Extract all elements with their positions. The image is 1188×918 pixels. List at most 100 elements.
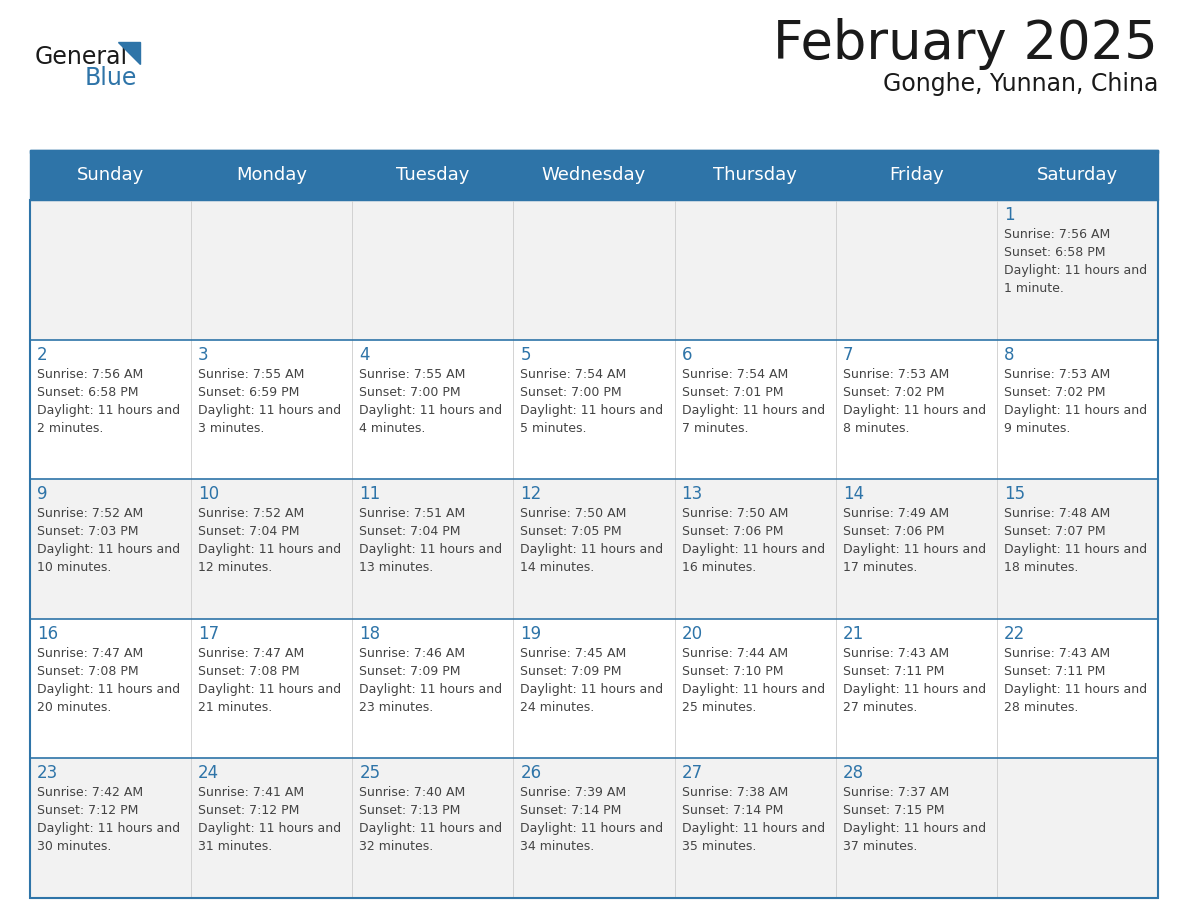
Text: Sunrise: 7:45 AM: Sunrise: 7:45 AM: [520, 647, 627, 660]
Text: Sunrise: 7:43 AM: Sunrise: 7:43 AM: [842, 647, 949, 660]
Text: Tuesday: Tuesday: [396, 166, 469, 184]
Text: Sunset: 7:02 PM: Sunset: 7:02 PM: [842, 386, 944, 398]
Text: Daylight: 11 hours and: Daylight: 11 hours and: [682, 543, 824, 556]
Text: 7 minutes.: 7 minutes.: [682, 421, 748, 434]
Text: 10 minutes.: 10 minutes.: [37, 561, 112, 574]
Text: 21: 21: [842, 625, 864, 643]
Text: Sunrise: 7:46 AM: Sunrise: 7:46 AM: [359, 647, 466, 660]
Text: Sunday: Sunday: [77, 166, 144, 184]
Text: Daylight: 11 hours and: Daylight: 11 hours and: [198, 683, 341, 696]
Text: Sunrise: 7:47 AM: Sunrise: 7:47 AM: [198, 647, 304, 660]
Text: 27 minutes.: 27 minutes.: [842, 700, 917, 714]
Text: Daylight: 11 hours and: Daylight: 11 hours and: [359, 404, 503, 417]
Text: February 2025: February 2025: [773, 18, 1158, 70]
Text: 4: 4: [359, 345, 369, 364]
Text: Blue: Blue: [86, 66, 138, 90]
Text: Daylight: 11 hours and: Daylight: 11 hours and: [842, 404, 986, 417]
Text: Daylight: 11 hours and: Daylight: 11 hours and: [842, 683, 986, 696]
Text: 9 minutes.: 9 minutes.: [1004, 421, 1070, 434]
Text: 17: 17: [198, 625, 220, 643]
Text: Sunrise: 7:53 AM: Sunrise: 7:53 AM: [1004, 367, 1110, 381]
Text: Daylight: 11 hours and: Daylight: 11 hours and: [37, 543, 181, 556]
Text: Daylight: 11 hours and: Daylight: 11 hours and: [1004, 683, 1146, 696]
Text: 26: 26: [520, 765, 542, 782]
Text: 9: 9: [37, 486, 48, 503]
Text: 13: 13: [682, 486, 703, 503]
Text: 11: 11: [359, 486, 380, 503]
Text: 28 minutes.: 28 minutes.: [1004, 700, 1079, 714]
Text: 5: 5: [520, 345, 531, 364]
Text: 12 minutes.: 12 minutes.: [198, 561, 272, 574]
Text: Sunrise: 7:55 AM: Sunrise: 7:55 AM: [359, 367, 466, 381]
Text: 12: 12: [520, 486, 542, 503]
Text: 37 minutes.: 37 minutes.: [842, 840, 917, 854]
Bar: [30, 758, 1158, 898]
Text: Daylight: 11 hours and: Daylight: 11 hours and: [682, 823, 824, 835]
Text: 22: 22: [1004, 625, 1025, 643]
Text: Sunset: 7:03 PM: Sunset: 7:03 PM: [37, 525, 139, 538]
Text: 25: 25: [359, 765, 380, 782]
Text: 14 minutes.: 14 minutes.: [520, 561, 595, 574]
Text: 35 minutes.: 35 minutes.: [682, 840, 756, 854]
Text: Gonghe, Yunnan, China: Gonghe, Yunnan, China: [883, 72, 1158, 96]
Text: 3 minutes.: 3 minutes.: [198, 421, 265, 434]
Text: Sunset: 7:15 PM: Sunset: 7:15 PM: [842, 804, 944, 817]
Text: 23 minutes.: 23 minutes.: [359, 700, 434, 714]
Text: 18 minutes.: 18 minutes.: [1004, 561, 1079, 574]
Text: Daylight: 11 hours and: Daylight: 11 hours and: [198, 404, 341, 417]
Text: Sunrise: 7:56 AM: Sunrise: 7:56 AM: [1004, 228, 1110, 241]
Text: 24: 24: [198, 765, 220, 782]
Text: Sunset: 6:58 PM: Sunset: 6:58 PM: [37, 386, 139, 398]
Text: General: General: [34, 45, 128, 69]
Text: 17 minutes.: 17 minutes.: [842, 561, 917, 574]
Text: 10: 10: [198, 486, 220, 503]
Text: 2 minutes.: 2 minutes.: [37, 421, 103, 434]
Text: 31 minutes.: 31 minutes.: [198, 840, 272, 854]
Text: Sunset: 7:11 PM: Sunset: 7:11 PM: [1004, 665, 1105, 677]
Text: Sunset: 6:58 PM: Sunset: 6:58 PM: [1004, 246, 1105, 259]
Text: 8 minutes.: 8 minutes.: [842, 421, 909, 434]
Text: Daylight: 11 hours and: Daylight: 11 hours and: [198, 823, 341, 835]
Text: Daylight: 11 hours and: Daylight: 11 hours and: [520, 543, 664, 556]
Text: 14: 14: [842, 486, 864, 503]
Text: Sunset: 7:14 PM: Sunset: 7:14 PM: [520, 804, 621, 817]
Text: 4 minutes.: 4 minutes.: [359, 421, 425, 434]
Text: Sunset: 7:12 PM: Sunset: 7:12 PM: [37, 804, 138, 817]
Text: Sunrise: 7:55 AM: Sunrise: 7:55 AM: [198, 367, 304, 381]
Text: Thursday: Thursday: [713, 166, 797, 184]
Text: Sunset: 7:04 PM: Sunset: 7:04 PM: [198, 525, 299, 538]
Text: Sunset: 7:11 PM: Sunset: 7:11 PM: [842, 665, 944, 677]
Text: Sunrise: 7:42 AM: Sunrise: 7:42 AM: [37, 787, 143, 800]
Text: Daylight: 11 hours and: Daylight: 11 hours and: [37, 823, 181, 835]
Text: Sunrise: 7:52 AM: Sunrise: 7:52 AM: [198, 508, 304, 521]
Bar: [30, 340, 1158, 479]
Text: Sunrise: 7:43 AM: Sunrise: 7:43 AM: [1004, 647, 1110, 660]
Text: 13 minutes.: 13 minutes.: [359, 561, 434, 574]
Text: Sunrise: 7:52 AM: Sunrise: 7:52 AM: [37, 508, 144, 521]
Text: Sunset: 6:59 PM: Sunset: 6:59 PM: [198, 386, 299, 398]
Text: 8: 8: [1004, 345, 1015, 364]
Text: Sunset: 7:04 PM: Sunset: 7:04 PM: [359, 525, 461, 538]
Bar: [30, 619, 1158, 758]
Text: Sunset: 7:05 PM: Sunset: 7:05 PM: [520, 525, 623, 538]
Text: Daylight: 11 hours and: Daylight: 11 hours and: [1004, 543, 1146, 556]
Text: 6: 6: [682, 345, 693, 364]
Text: 27: 27: [682, 765, 702, 782]
Text: Sunrise: 7:50 AM: Sunrise: 7:50 AM: [682, 508, 788, 521]
Text: 32 minutes.: 32 minutes.: [359, 840, 434, 854]
Text: Sunset: 7:13 PM: Sunset: 7:13 PM: [359, 804, 461, 817]
Text: Sunset: 7:10 PM: Sunset: 7:10 PM: [682, 665, 783, 677]
Text: Daylight: 11 hours and: Daylight: 11 hours and: [359, 823, 503, 835]
Text: 16 minutes.: 16 minutes.: [682, 561, 756, 574]
Text: Sunrise: 7:44 AM: Sunrise: 7:44 AM: [682, 647, 788, 660]
Text: Daylight: 11 hours and: Daylight: 11 hours and: [520, 404, 664, 417]
Text: Sunrise: 7:49 AM: Sunrise: 7:49 AM: [842, 508, 949, 521]
Polygon shape: [118, 42, 140, 64]
Text: 23: 23: [37, 765, 58, 782]
Text: Sunrise: 7:39 AM: Sunrise: 7:39 AM: [520, 787, 626, 800]
Text: 20: 20: [682, 625, 702, 643]
Text: Sunset: 7:06 PM: Sunset: 7:06 PM: [682, 525, 783, 538]
Text: Friday: Friday: [889, 166, 943, 184]
Text: Sunset: 7:12 PM: Sunset: 7:12 PM: [198, 804, 299, 817]
Text: Daylight: 11 hours and: Daylight: 11 hours and: [1004, 264, 1146, 277]
